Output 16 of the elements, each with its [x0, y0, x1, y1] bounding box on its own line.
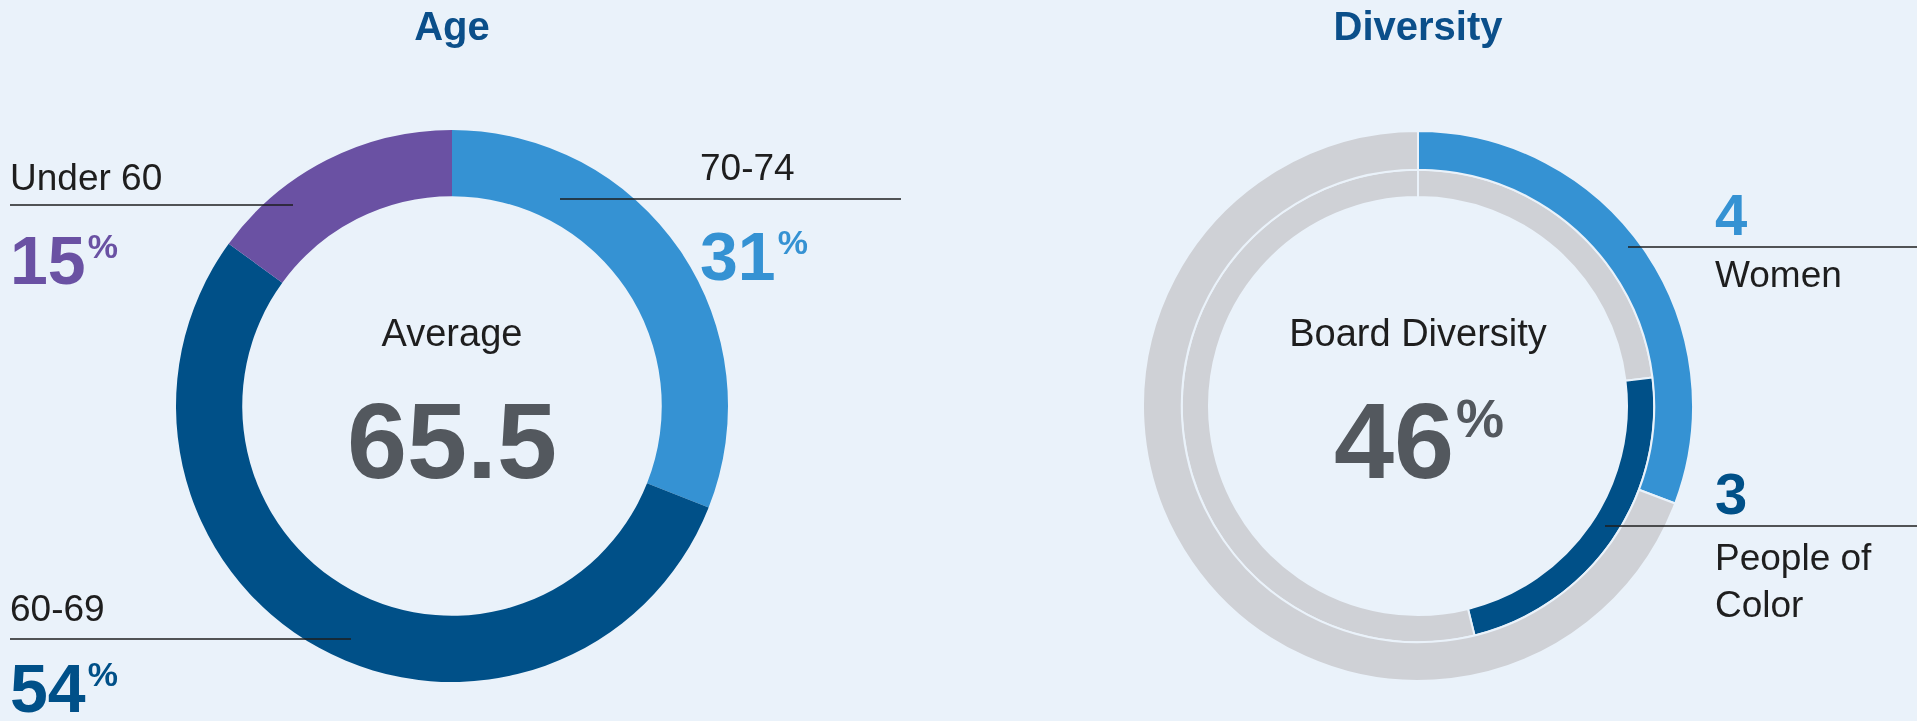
data-label: 15%: [10, 222, 118, 298]
text: Board Diversity: [1289, 312, 1547, 354]
data-label: 4: [1715, 182, 1748, 247]
slice-label: 70-74: [700, 147, 795, 188]
slice-label: 60-69: [10, 588, 105, 629]
text: 65.5: [346, 380, 558, 501]
slice-label: Under 60: [10, 157, 163, 198]
chart-title: Diversity: [1333, 4, 1504, 48]
data-label: 54%: [10, 650, 118, 721]
text: Average: [381, 312, 523, 354]
slice-label: People of Color: [1715, 537, 1873, 625]
text: 46%: [1333, 380, 1505, 501]
data-label: 3: [1715, 461, 1748, 526]
slice-label: Women: [1715, 254, 1842, 295]
data-label: 31%: [700, 218, 808, 294]
chart-title: Age: [414, 4, 490, 48]
